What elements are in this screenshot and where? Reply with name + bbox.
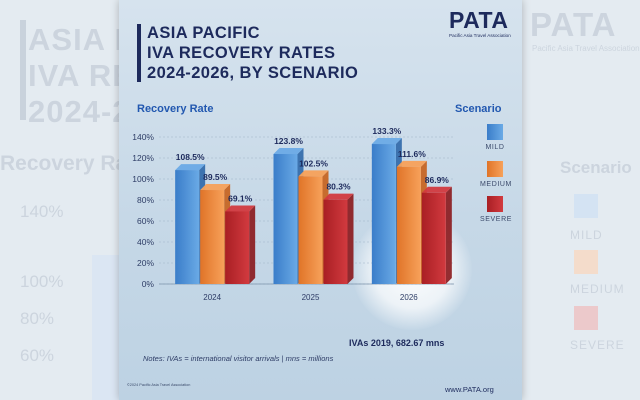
legend-swatch-medium — [487, 161, 503, 177]
legend-label-medium: MEDIUM — [480, 181, 512, 188]
legend-item-mild: MILD — [480, 124, 510, 151]
data-label: 133.3% — [372, 126, 401, 136]
x-tick-label: 2025 — [302, 293, 320, 302]
baseline-note: IVAs 2019, 682.67 mns — [349, 338, 445, 348]
data-label: 80.3% — [326, 182, 351, 192]
bar-top — [298, 170, 329, 177]
bar-medium-2024 — [200, 190, 225, 284]
x-tick-label: 2024 — [203, 293, 221, 302]
title-accent-bar — [137, 24, 141, 82]
copyright-text: ©2024 Pacific Asia Travel Association — [127, 383, 191, 387]
legend-swatch-mild — [487, 124, 503, 140]
logo-wordmark: PATA — [449, 7, 509, 33]
bar-side — [347, 193, 354, 284]
page-title: ASIA PACIFIC IVA RECOVERY RATES 2024-202… — [147, 23, 358, 83]
bar-top — [225, 205, 256, 212]
legend-item-medium: MEDIUM — [480, 161, 512, 188]
data-label: 89.5% — [203, 172, 228, 182]
title-line-3: 2024-2026, BY SCENARIO — [147, 64, 359, 82]
data-label: 123.8% — [274, 136, 303, 146]
bar-side — [445, 186, 452, 284]
bar-top — [421, 186, 452, 193]
bar-mild-2024 — [175, 170, 200, 284]
bar-top — [371, 138, 402, 145]
title-line-2: IVA RECOVERY RATES — [147, 44, 336, 62]
bar-severe-2025 — [323, 199, 348, 284]
bar-severe-2026 — [421, 192, 446, 284]
y-tick-label: 140% — [132, 132, 154, 142]
bar-top — [323, 193, 354, 200]
y-tick-label: 20% — [137, 258, 154, 268]
website-link[interactable]: www.PATA.org — [445, 385, 494, 394]
recovery-bar-chart: 0% 20% 40% 60% 80% 100% 120% 140% 108.5% 89.5% 69.… — [132, 126, 454, 302]
bar-top — [175, 164, 206, 171]
y-tick-label: 60% — [137, 216, 154, 226]
pata-logo: PATA Pacific Asia Travel Association — [449, 8, 519, 38]
data-label: 86.9% — [425, 175, 450, 185]
bar-top — [200, 184, 231, 191]
bar-severe-2024 — [225, 211, 250, 284]
bar-side — [249, 205, 256, 284]
legend-label-severe: SEVERE — [480, 216, 512, 223]
bar-mild-2025 — [273, 154, 298, 284]
legend-title: Scenario — [455, 103, 502, 115]
legend-label-mild: MILD — [485, 144, 505, 151]
data-label: 102.5% — [299, 158, 328, 168]
footnote: Notes: IVAs = international visitor arri… — [143, 354, 334, 363]
bar-mild-2026 — [371, 144, 396, 284]
x-tick-label: 2026 — [400, 293, 418, 302]
y-tick-label: 120% — [132, 153, 154, 163]
legend-swatch-severe — [487, 196, 503, 212]
data-label: 111.6% — [398, 149, 426, 159]
y-tick-label: 100% — [132, 174, 154, 184]
bar-top — [396, 160, 427, 167]
bar-medium-2026 — [396, 166, 421, 284]
logo-tagline: Pacific Asia Travel Association — [449, 33, 511, 38]
y-tick-label: 80% — [137, 195, 154, 205]
y-tick-label: 40% — [137, 237, 154, 247]
y-axis-title: Recovery Rate — [137, 103, 214, 115]
y-tick-label: 0% — [142, 279, 155, 289]
data-label: 108.5% — [176, 152, 205, 162]
legend-item-severe: SEVERE — [480, 196, 512, 223]
bar-medium-2025 — [298, 176, 323, 284]
bar-top — [273, 148, 304, 155]
infographic-card: ASIA PACIFIC IVA RECOVERY RATES 2024-202… — [119, 0, 522, 400]
title-line-1: ASIA PACIFIC — [147, 24, 260, 42]
data-label: 69.1% — [228, 193, 253, 203]
